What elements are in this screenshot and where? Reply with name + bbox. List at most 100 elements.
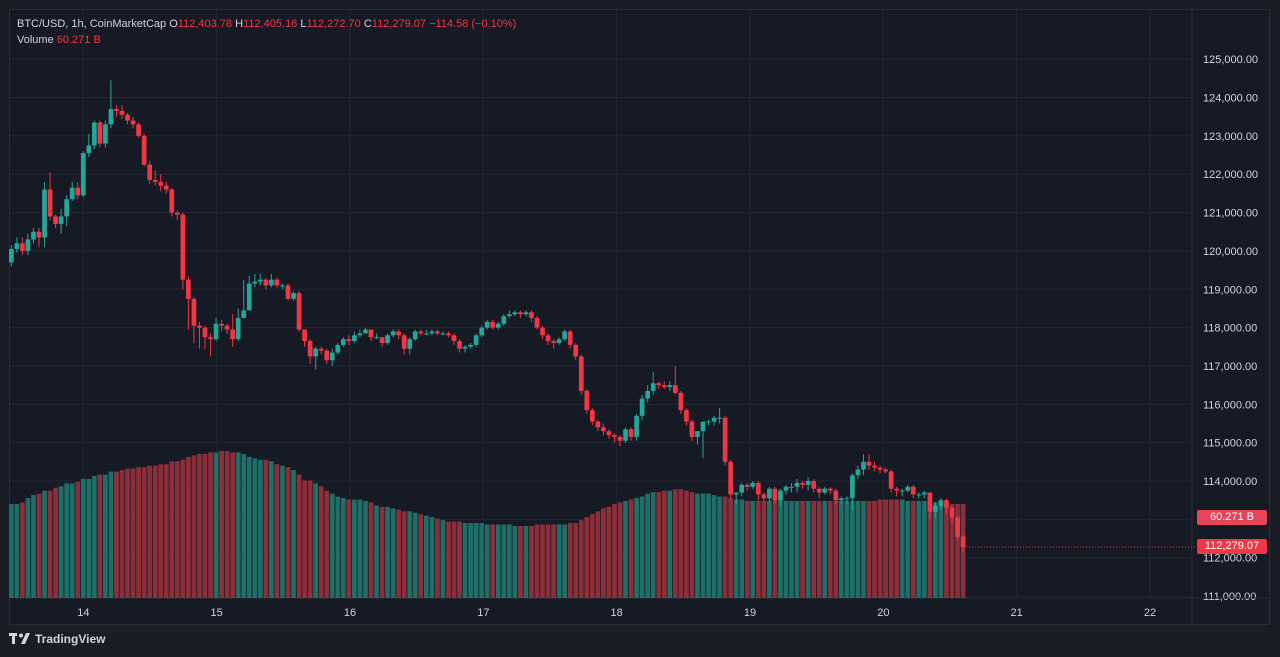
volume-bar	[307, 480, 313, 598]
volume-bar	[75, 481, 81, 598]
volume-bar	[877, 499, 883, 598]
candle-body	[291, 293, 296, 299]
volume-bar	[617, 502, 623, 598]
candle-body	[684, 410, 689, 422]
volume-bar	[733, 499, 739, 598]
candle-body	[163, 185, 169, 190]
candle-body	[235, 318, 241, 340]
volume-bar	[14, 503, 20, 598]
volume-bar	[180, 459, 186, 598]
volume-bar	[512, 525, 518, 598]
candle-body	[446, 333, 451, 336]
tradingview-brand[interactable]: TradingView	[9, 632, 105, 646]
candle-body	[468, 344, 473, 347]
last-price-tag: 112,279.07	[1197, 539, 1267, 554]
ohlc-legend: BTC/USD, 1h, CoinMarketCap O112,403.78 H…	[17, 18, 516, 31]
candle-body	[573, 344, 579, 357]
candle-body	[744, 484, 750, 487]
volume-bar	[916, 500, 922, 598]
chart-panel[interactable]	[9, 9, 1270, 625]
candle-body	[960, 536, 966, 547]
y-tick-label: 114,000.00	[1203, 476, 1257, 488]
volume-bar	[921, 500, 927, 598]
candle-body	[396, 331, 402, 336]
volume-bar	[141, 467, 147, 598]
candle-body	[556, 339, 562, 343]
volume-bar	[374, 505, 379, 598]
volume-bar	[695, 493, 700, 598]
candle-body	[905, 486, 911, 491]
volume-bar	[152, 465, 158, 598]
volume-bar	[457, 521, 462, 598]
candle-body	[423, 333, 429, 335]
volume-bar	[589, 514, 595, 598]
volume-bar	[31, 495, 36, 598]
brand-name: TradingView	[35, 632, 106, 646]
volume-bar	[689, 492, 695, 598]
candle-body	[838, 498, 844, 501]
volume-bar	[473, 523, 479, 598]
volume-bar	[706, 493, 711, 598]
volume-bar	[208, 452, 213, 598]
volume-bar	[125, 468, 130, 598]
volume-bar	[246, 456, 252, 598]
volume-bar	[816, 500, 822, 598]
volume-bar	[235, 452, 241, 598]
candle-body	[136, 124, 141, 136]
candle-body	[589, 410, 595, 422]
candle-body	[789, 486, 794, 488]
volume-value: 60.271 B	[56, 34, 101, 46]
candle-body	[252, 281, 258, 284]
volume-bar	[844, 500, 850, 598]
close-key: C	[363, 18, 372, 30]
candle-body	[606, 431, 612, 436]
volume-bar	[412, 512, 418, 598]
volume-bar	[711, 495, 717, 598]
volume-bar	[352, 499, 357, 598]
candle-body	[280, 285, 285, 287]
candle-body	[949, 507, 955, 518]
volume-bar	[296, 474, 302, 598]
volume-bar	[313, 483, 319, 598]
candle-body	[263, 279, 269, 286]
volume-bar	[97, 474, 103, 598]
volume-bar	[385, 506, 390, 598]
volume-bar	[506, 524, 512, 598]
volume-bar	[805, 500, 811, 598]
volume-bar	[274, 464, 280, 598]
volume-bar	[601, 508, 606, 598]
symbol-title[interactable]: BTC/USD, 1h, CoinMarketCap	[17, 18, 167, 30]
candle-body	[346, 339, 352, 342]
volume-bar	[429, 517, 435, 598]
candle-body	[97, 122, 103, 144]
candle-body	[888, 471, 894, 489]
candle-body	[191, 298, 197, 326]
candle-body	[31, 231, 36, 240]
volume-bar	[418, 514, 424, 598]
candle-body	[529, 312, 534, 319]
volume-bar	[340, 498, 346, 598]
candle-body	[75, 187, 81, 196]
candle-body	[545, 335, 551, 342]
candle-body	[639, 398, 645, 416]
x-tick-label: 14	[77, 607, 89, 619]
candle-body	[562, 331, 568, 340]
volume-bar	[42, 490, 47, 598]
candle-body	[877, 467, 883, 470]
y-tick-label: 117,000.00	[1203, 361, 1257, 373]
volume-bar	[938, 502, 944, 598]
candle-body	[722, 417, 728, 462]
candle-body	[695, 431, 700, 437]
candle-body	[169, 189, 175, 213]
volume-key[interactable]: Volume	[17, 34, 54, 46]
candle-body	[894, 488, 900, 491]
candle-body	[733, 492, 739, 495]
candle-body	[119, 110, 125, 115]
x-tick-label: 15	[211, 607, 223, 619]
candle-body	[313, 348, 319, 357]
volume-bar	[202, 453, 208, 598]
volume-bar	[595, 511, 601, 598]
candle-body	[805, 481, 811, 485]
